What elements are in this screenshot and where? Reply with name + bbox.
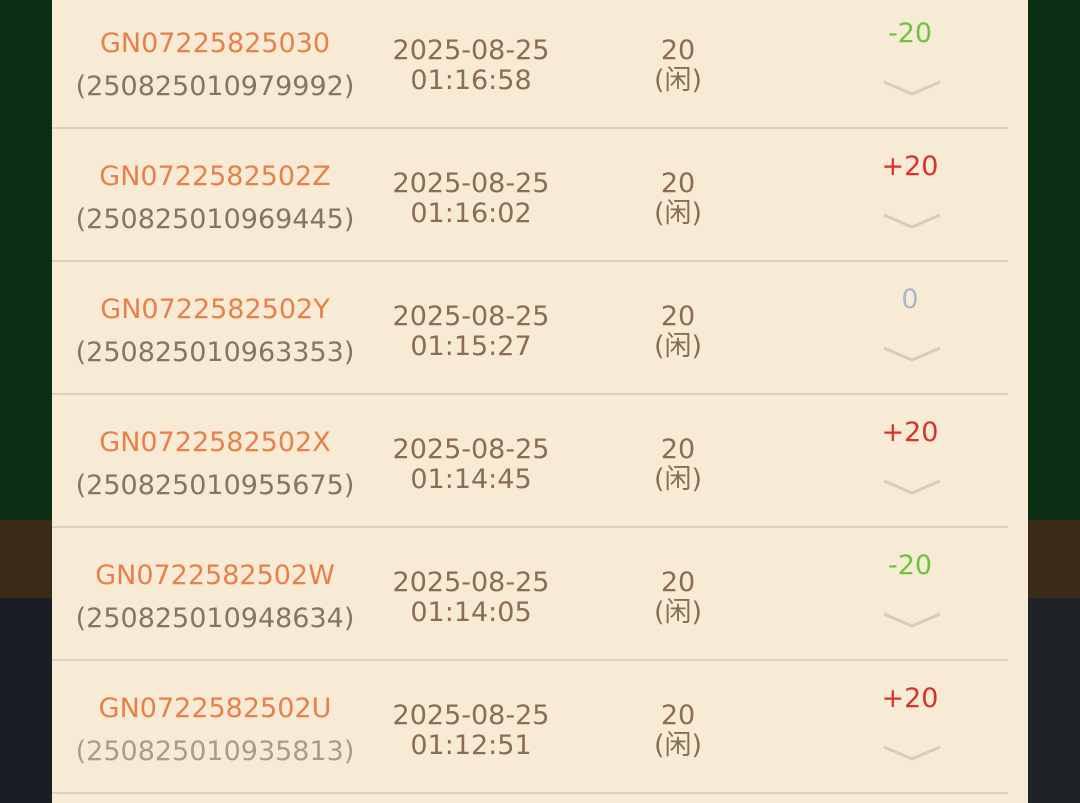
expand-chevron[interactable] — [882, 78, 942, 98]
record-row[interactable]: GN07225825030 (250825010979992) 2025-08-25… — [52, 0, 1008, 129]
expand-chevron[interactable] — [882, 344, 942, 364]
expand-chevron[interactable] — [882, 610, 942, 630]
date: 2025-08-25 — [392, 35, 550, 66]
record-row[interactable]: GN0722582502Z (250825010969445) 2025-08-25… — [52, 129, 1008, 262]
order-id: (250825010955675) — [75, 470, 355, 501]
expand-chevron[interactable] — [882, 477, 942, 497]
record-row[interactable]: GN0722582502X (250825010955675) 2025-08-25… — [52, 395, 1008, 528]
record-row[interactable]: GN0722582502U (250825010935813) 2025-08-25… — [52, 661, 1008, 794]
date: 2025-08-25 — [392, 301, 550, 332]
date: 2025-08-25 — [392, 168, 550, 199]
expand-chevron[interactable] — [882, 211, 942, 231]
game-id: GN07225825030 — [99, 28, 331, 59]
order-id: (250825010979992) — [75, 71, 355, 102]
amount: 20 — [660, 700, 696, 731]
bet-side: (闲) — [653, 597, 703, 628]
order-id: (250825010948634) — [75, 603, 355, 634]
bet-side: (闲) — [653, 198, 703, 229]
amount: 20 — [660, 35, 696, 66]
time: 01:16:58 — [410, 65, 532, 96]
game-id: GN0722582502U — [98, 693, 332, 724]
order-id: (250825010969445) — [75, 204, 355, 235]
amount: 20 — [660, 168, 696, 199]
bet-side: (闲) — [653, 65, 703, 96]
time: 01:15:27 — [410, 331, 532, 362]
record-row[interactable]: GN0722582502W (250825010948634) 2025-08-25… — [52, 528, 1008, 661]
date: 2025-08-25 — [392, 700, 550, 731]
background-right — [1028, 0, 1080, 803]
result: +20 — [881, 417, 939, 448]
game-id: GN0722582502X — [99, 427, 331, 458]
amount: 20 — [660, 434, 696, 465]
result: 0 — [901, 284, 919, 315]
result: -20 — [887, 18, 933, 49]
bet-side: (闲) — [653, 331, 703, 362]
result: +20 — [881, 151, 939, 182]
time: 01:14:45 — [410, 464, 532, 495]
bet-side: (闲) — [653, 730, 703, 761]
record-row[interactable]: GN0722582502Y (250825010963353) 2025-08-25… — [52, 262, 1008, 395]
background-left — [0, 0, 52, 803]
time: 01:12:51 — [410, 730, 532, 761]
record-list: GN07225825030 (250825010979992) 2025-08-25… — [52, 0, 1028, 803]
game-id: GN0722582502Z — [99, 161, 331, 192]
bet-side: (闲) — [653, 464, 703, 495]
amount: 20 — [660, 567, 696, 598]
game-id: GN0722582502W — [95, 560, 335, 591]
order-id: (250825010963353) — [75, 337, 355, 368]
game-id: GN0722582502Y — [100, 294, 330, 325]
time: 01:14:05 — [410, 597, 532, 628]
expand-chevron[interactable] — [882, 743, 942, 763]
date: 2025-08-25 — [392, 434, 550, 465]
amount: 20 — [660, 301, 696, 332]
order-id: (250825010935813) — [75, 736, 355, 767]
time: 01:16:02 — [410, 198, 532, 229]
date: 2025-08-25 — [392, 567, 550, 598]
result: -20 — [887, 550, 933, 581]
result: +20 — [881, 683, 939, 714]
